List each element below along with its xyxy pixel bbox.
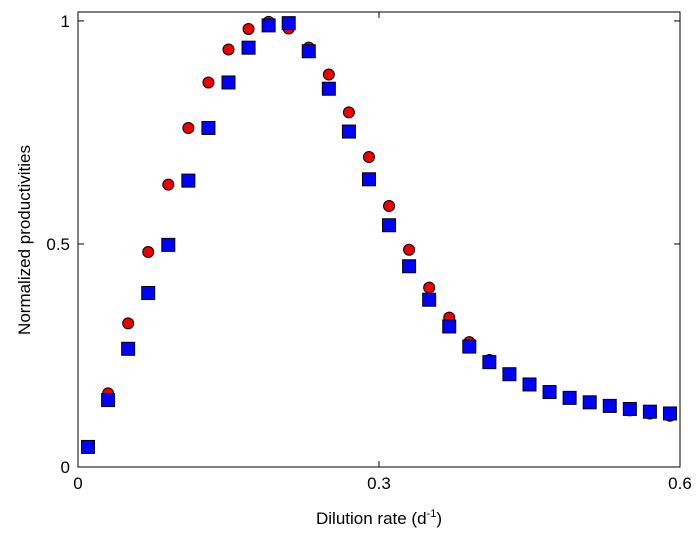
data-point-circle	[122, 317, 135, 330]
axis-ticks	[77, 12, 681, 468]
data-point-square	[662, 406, 677, 421]
data-point-circle	[342, 106, 355, 119]
y-axis-label: Normalized productivities	[15, 145, 34, 335]
data-point-square	[301, 44, 316, 59]
data-point-circle	[162, 178, 175, 191]
data-point-square	[522, 377, 537, 392]
data-point-square	[121, 341, 136, 356]
y-tick-label: 0.5	[46, 235, 70, 254]
data-point-square	[261, 18, 276, 33]
y-tick-label: 0	[61, 458, 70, 477]
data-point-square	[622, 402, 637, 417]
data-point-square	[402, 259, 417, 274]
x-axis-label-suffix: )	[436, 509, 442, 528]
data-point-circle	[403, 243, 416, 256]
data-point-square	[81, 439, 96, 454]
data-point-square	[502, 367, 517, 382]
data-point-square	[422, 292, 437, 307]
data-point-square	[101, 393, 116, 408]
data-point-square	[442, 319, 457, 334]
data-point-square	[602, 398, 617, 413]
data-point-circle	[242, 22, 255, 35]
data-point-square	[341, 124, 356, 139]
data-point-square	[642, 404, 657, 419]
data-point-circle	[383, 200, 396, 213]
data-point-square	[582, 395, 597, 410]
data-point-square	[562, 390, 577, 405]
x-tick-label: 0	[73, 474, 82, 493]
data-point-circle	[182, 121, 195, 134]
data-point-circle	[362, 150, 375, 163]
data-point-square	[382, 218, 397, 233]
data-point-square	[241, 40, 256, 55]
x-axis-label-superscript: -1	[427, 508, 437, 520]
data-point-circle	[222, 43, 235, 56]
y-tick-label: 1	[61, 12, 70, 31]
x-axis-label: Dilution rate (d-1)	[316, 508, 442, 528]
tick-labels: 0 0.3 0.6 0 0.5 1	[46, 12, 691, 493]
x-tick-label: 0.6	[668, 474, 692, 493]
data-markers	[81, 15, 677, 454]
data-point-square	[361, 172, 376, 187]
data-point-square	[201, 120, 216, 135]
data-point-circle	[142, 245, 155, 258]
series-square	[81, 16, 677, 454]
data-point-circle	[423, 281, 436, 294]
x-tick-label: 0.3	[367, 474, 391, 493]
data-point-square	[181, 173, 196, 188]
data-point-square	[462, 339, 477, 354]
data-point-square	[321, 81, 336, 96]
data-point-square	[482, 355, 497, 370]
data-point-square	[281, 16, 296, 31]
plot-area	[77, 11, 681, 468]
data-point-square	[161, 237, 176, 252]
data-point-square	[221, 75, 236, 90]
data-point-square	[542, 385, 557, 400]
data-point-circle	[202, 76, 215, 89]
data-point-square	[141, 286, 156, 301]
data-point-circle	[322, 68, 335, 81]
